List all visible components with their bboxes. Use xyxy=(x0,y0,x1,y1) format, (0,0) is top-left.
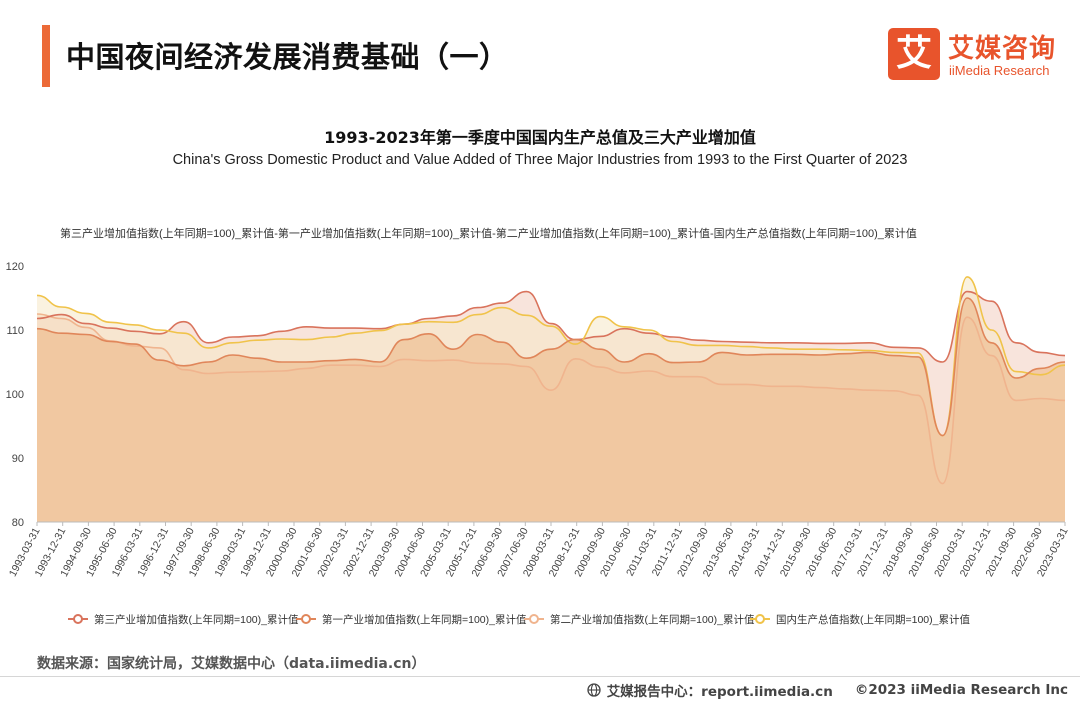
legend-label: 国内生产总值指数(上年同期=100)_累计值 xyxy=(776,613,970,626)
series-line-1 xyxy=(36,290,1066,363)
footer: 艾媒报告中心：report.iimedia.cn ©2023 iiMedia R… xyxy=(587,680,1068,700)
y-tick-label: 90 xyxy=(12,453,24,465)
page-title: 中国夜间经济发展消费基础（一） xyxy=(66,40,509,74)
series-line-4 xyxy=(36,276,1066,437)
y-tick-label: 100 xyxy=(6,389,24,401)
logo-text-cn: 艾媒咨询 xyxy=(948,34,1057,64)
gdp-area-chart: 第三产业增加值指数(上年同期=100)_累计值-第一产业增加值指数(上年同期=1… xyxy=(6,226,1071,626)
chart-series-note: 第三产业增加值指数(上年同期=100)_累计值-第一产业增加值指数(上年同期=1… xyxy=(60,226,917,240)
report-center-link[interactable]: 艾媒报告中心：report.iimedia.cn xyxy=(606,684,833,700)
series-line-2 xyxy=(36,297,1066,437)
logo-text-en: iiMedia Research xyxy=(949,63,1050,78)
brand-logo: 艾 艾媒咨询 iiMedia Research xyxy=(888,28,1063,84)
title-accent-bar xyxy=(42,25,50,87)
logo-mark: 艾 xyxy=(888,28,940,80)
legend-label: 第三产业增加值指数(上年同期=100)_累计值 xyxy=(94,613,299,626)
copyright: ©2023 iiMedia Research Inc xyxy=(854,682,1068,698)
legend-swatch-marker xyxy=(301,614,311,624)
globe-icon xyxy=(587,683,601,697)
legend-swatch-marker xyxy=(73,614,83,624)
legend-swatch-marker xyxy=(529,614,539,624)
y-tick-label: 80 xyxy=(12,517,24,529)
series-area-2 xyxy=(37,298,1065,522)
y-tick-label: 120 xyxy=(6,261,24,273)
chart-title: 1993-2023年第一季度中国国内生产总值及三大产业增加值 xyxy=(324,128,756,147)
legend-label: 第二产业增加值指数(上年同期=100)_累计值 xyxy=(550,613,755,626)
series-line-3 xyxy=(36,313,1066,485)
legend-swatch-marker xyxy=(755,614,765,624)
y-tick-label: 110 xyxy=(6,325,24,337)
data-source: 数据来源：国家统计局，艾媒数据中心（data.iimedia.cn） xyxy=(37,656,426,672)
chart-subtitle: China's Gross Domestic Product and Value… xyxy=(172,152,908,168)
footer-divider xyxy=(0,676,1080,677)
legend-label: 第一产业增加值指数(上年同期=100)_累计值 xyxy=(322,613,527,626)
